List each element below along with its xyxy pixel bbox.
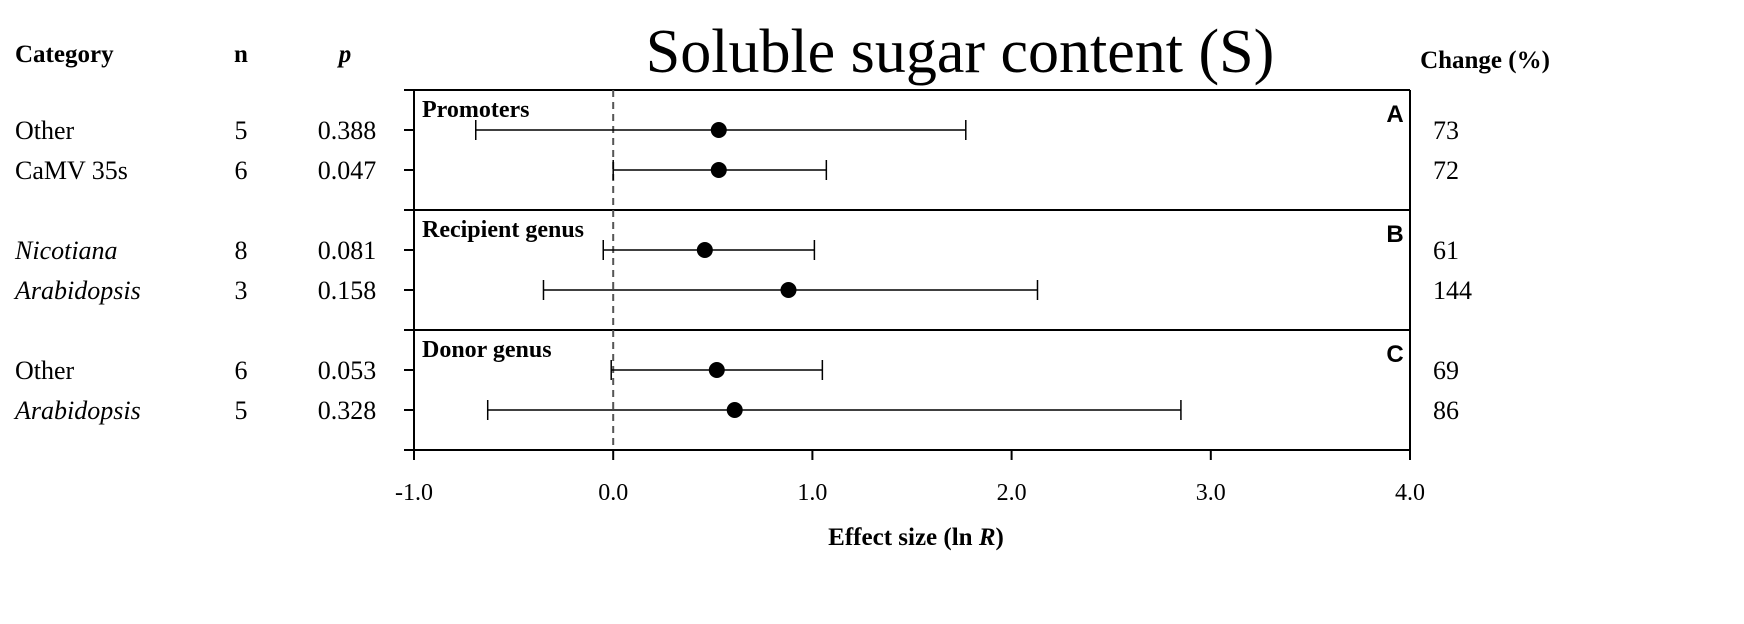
column-header-category: Category [15, 41, 114, 68]
row-category: Nicotiana [14, 236, 118, 265]
row-n: 3 [235, 276, 248, 305]
row-p-value: 0.081 [318, 236, 377, 265]
row-category: Arabidopsis [13, 396, 141, 425]
chart-title: Soluble sugar content (S) [646, 18, 1275, 86]
panel-label: Promoters [422, 97, 530, 123]
plot-area: Promoters A Recipient genus B Donor genus C -1… [13, 89, 1472, 506]
row-p-value: 0.158 [318, 276, 377, 305]
panel-label: Recipient genus [422, 217, 584, 243]
row-change: 73 [1433, 116, 1459, 145]
x-tick-label: 3.0 [1196, 480, 1226, 506]
x-tick-label: 2.0 [997, 480, 1027, 506]
row-n: 8 [235, 236, 248, 265]
column-header-p: p [337, 41, 352, 68]
row-n: 5 [235, 396, 248, 425]
x-tick-label: 4.0 [1395, 480, 1425, 506]
row-change: 69 [1433, 356, 1459, 385]
row-p-value: 0.047 [318, 156, 377, 185]
x-axis-label: Effect size (ln R) [828, 524, 1004, 551]
column-header-n: n [234, 41, 248, 68]
row-category: CaMV 35s [15, 156, 128, 185]
x-axis-label-text: Effect size (ln [828, 524, 979, 551]
column-header-change: Change (%) [1420, 47, 1550, 74]
x-axis-label-close: ) [996, 524, 1004, 551]
panel-label: Donor genus [422, 337, 552, 363]
row-change: 72 [1433, 156, 1459, 185]
panel-letter: A [1386, 101, 1403, 128]
row-p-value: 0.388 [318, 116, 377, 145]
row-category: Arabidopsis [13, 276, 141, 305]
row-p-value: 0.328 [318, 396, 377, 425]
row-category: Other [15, 356, 75, 385]
panel-letter: B [1386, 221, 1403, 248]
row-category: Other [15, 116, 75, 145]
effect-point [726, 402, 743, 418]
effect-point [696, 242, 713, 258]
x-axis-label-italic-r: R [978, 524, 996, 551]
effect-point [780, 282, 797, 298]
row-n: 6 [235, 356, 248, 385]
effect-point [710, 122, 727, 138]
row-change: 86 [1433, 396, 1459, 425]
x-tick-label: 1.0 [797, 480, 827, 506]
x-tick-label: -1.0 [395, 480, 433, 506]
panel-letter: C [1386, 341, 1403, 368]
row-change: 144 [1433, 276, 1472, 305]
row-change: 61 [1433, 236, 1459, 265]
row-n: 6 [235, 156, 248, 185]
row-p-value: 0.053 [318, 356, 377, 385]
effect-point [708, 362, 725, 378]
row-n: 5 [235, 116, 248, 145]
effect-point [710, 162, 727, 178]
x-tick-label: 0.0 [598, 480, 628, 506]
